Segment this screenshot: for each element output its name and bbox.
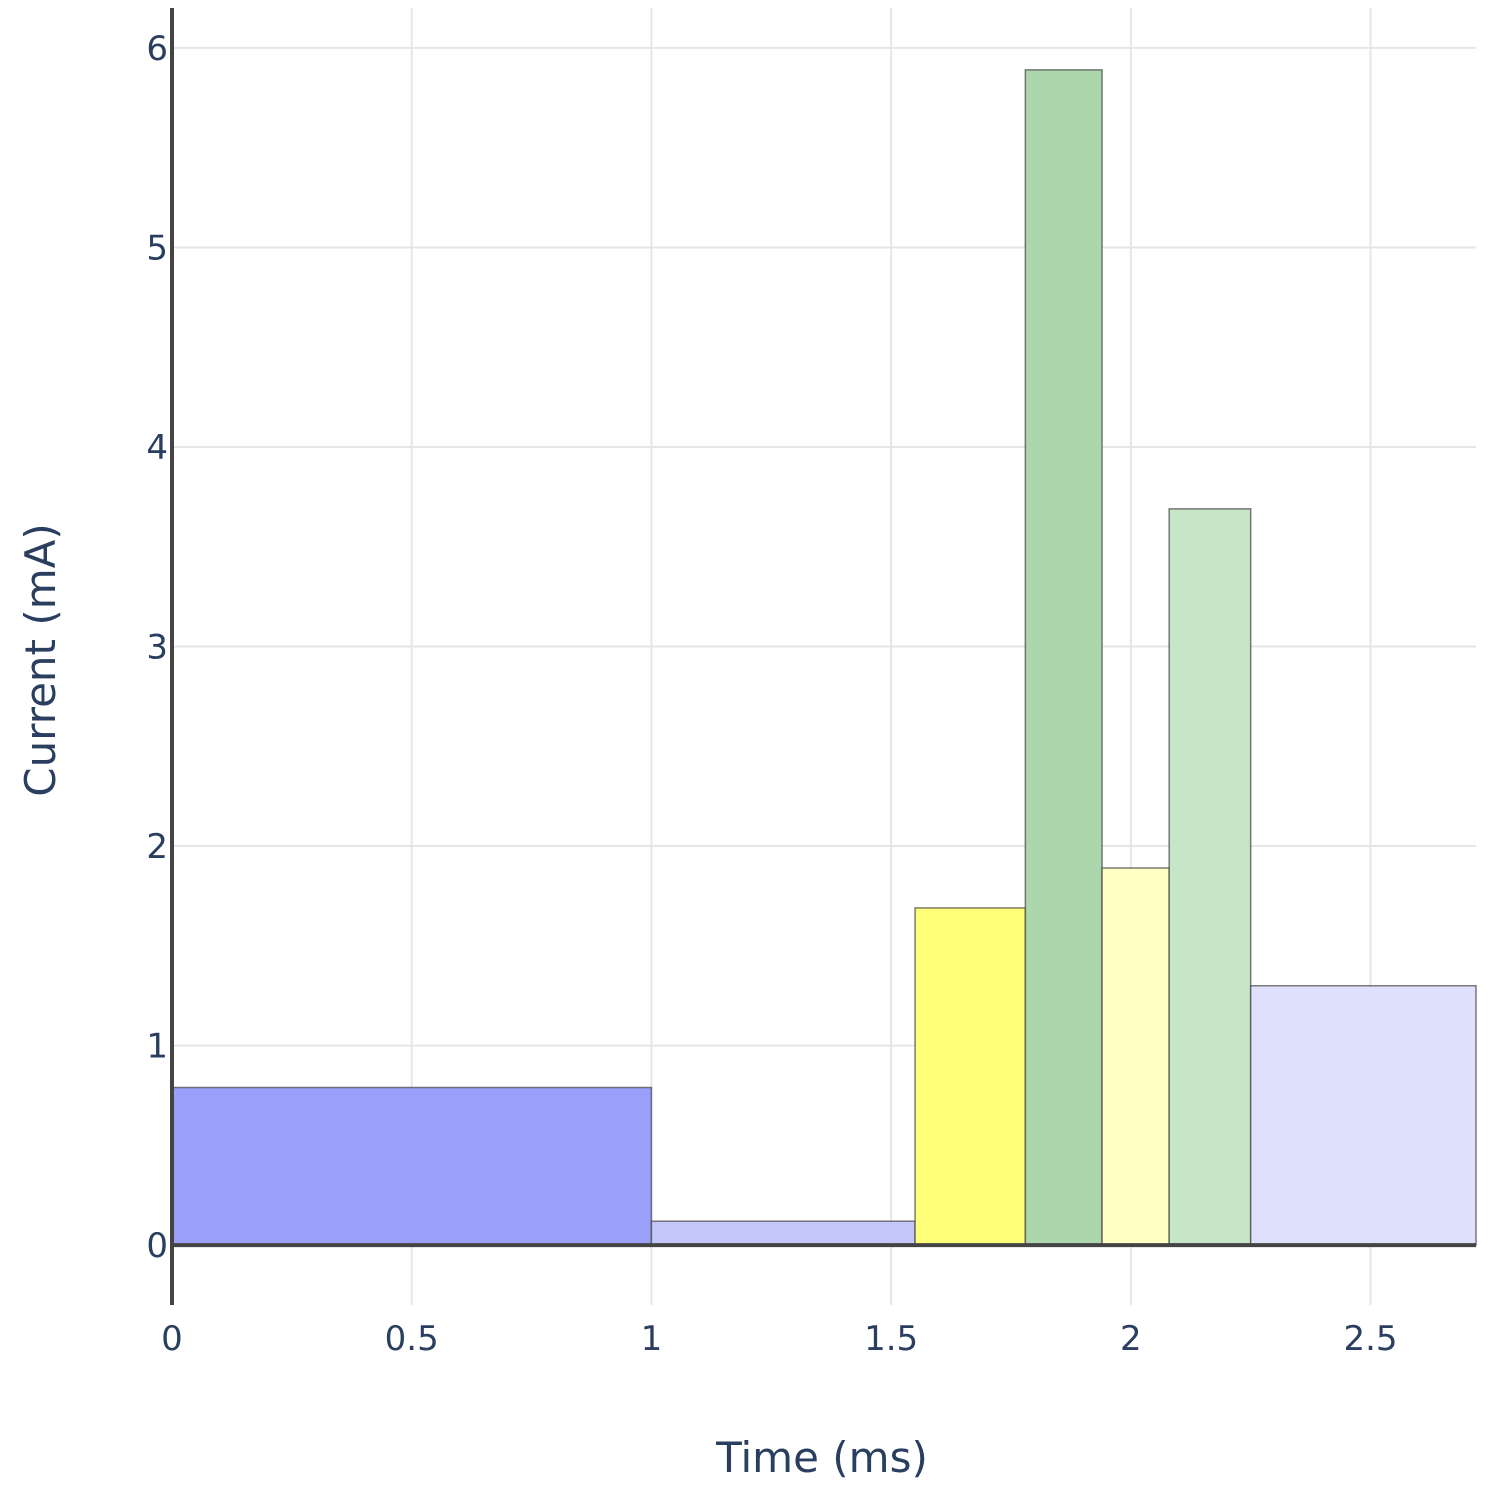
bar-7 xyxy=(1249,984,1477,1246)
y-tick-label: 6 xyxy=(146,29,168,69)
y-tick-label: 5 xyxy=(146,228,168,268)
y-tick-label: 1 xyxy=(146,1027,168,1067)
x-tick-label: 0.5 xyxy=(385,1319,439,1359)
bar-2 xyxy=(650,1220,916,1246)
bar-3 xyxy=(914,907,1027,1246)
bar-6 xyxy=(1168,508,1252,1246)
y-tick-label: 2 xyxy=(146,827,168,867)
axes xyxy=(170,8,1476,1305)
y-gridlines xyxy=(172,46,1476,1247)
x-tick-labels: 0 0.5 1 1.5 2 2.5 xyxy=(161,1319,1397,1359)
bar-5 xyxy=(1101,867,1170,1246)
y-tick-label: 0 xyxy=(146,1226,168,1266)
x-tick-label: 2.5 xyxy=(1343,1319,1397,1359)
x-tick-label: 0 xyxy=(161,1319,183,1359)
y-axis-title: Current (mA) xyxy=(16,523,65,797)
bar-4 xyxy=(1024,69,1103,1246)
x-axis-title: Time (ms) xyxy=(715,1433,928,1482)
y-tick-label: 3 xyxy=(146,628,168,668)
x-tick-label: 2 xyxy=(1120,1319,1142,1359)
x-tick-label: 1 xyxy=(641,1319,663,1359)
bars xyxy=(171,69,1477,1246)
y-tick-labels: 0 1 2 3 4 5 6 xyxy=(146,29,168,1266)
x-tick-label: 1.5 xyxy=(864,1319,918,1359)
y-tick-label: 4 xyxy=(146,428,168,468)
bar-1 xyxy=(171,1086,653,1246)
